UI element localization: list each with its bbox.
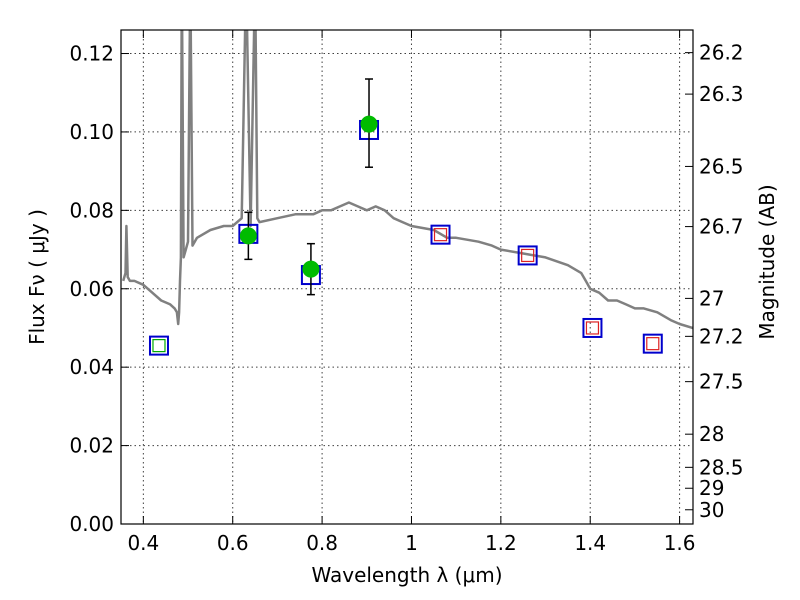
upper-limit-square	[646, 337, 660, 351]
right-y-tick-label: 26.7	[699, 215, 744, 239]
y-tick-label: 0.10	[69, 120, 114, 144]
axes: 0.4 0.6 0.8 1 1.2 1.4 1.6 0.00 0.02 0.04 0.06 0.08 0…	[69, 30, 744, 555]
model-photometry-box	[517, 245, 538, 266]
plot-area	[122, 30, 693, 356]
right-y-tick-label: 30	[699, 498, 724, 522]
right-y-axis-title: Magnitude (AB)	[755, 184, 779, 339]
right-y-tick-label: 28.5	[699, 455, 744, 479]
right-y-tick-label: 29	[699, 476, 724, 500]
x-tick-label: 0.6	[217, 531, 249, 555]
y-tick-label: 0.06	[69, 277, 114, 301]
observed-flux-point	[360, 115, 378, 133]
y-tick-label: 0.08	[69, 198, 114, 222]
model-photometry-box	[430, 224, 451, 245]
observed-flux-point	[239, 227, 257, 245]
right-y-tick-label: 26.3	[699, 82, 744, 106]
x-tick-label: 0.8	[306, 531, 338, 555]
y-tick-label: 0.04	[69, 355, 114, 379]
x-tick-label: 1	[405, 531, 418, 555]
model-photometry-box	[148, 335, 169, 356]
upper-limit-square	[521, 248, 535, 263]
right-y-tick-label: 26.2	[699, 41, 744, 65]
x-tick-label: 1.6	[664, 531, 696, 555]
right-y-tick-label: 27	[699, 286, 724, 310]
model-photometry-box	[642, 333, 663, 354]
y-axis-title: Flux Fν ( μJy )	[25, 209, 49, 345]
plot-frame	[120, 29, 694, 525]
right-y-tick-label: 27.5	[699, 370, 744, 394]
y-tick-label: 0.00	[69, 512, 114, 536]
x-tick-label: 0.4	[127, 531, 159, 555]
right-y-tick-label: 27.2	[699, 324, 744, 348]
model-photometry-box	[582, 317, 603, 338]
upper-limit-square	[152, 339, 166, 353]
observed-flux-point	[302, 260, 320, 278]
model-spectrum-line	[122, 30, 693, 330]
y-tick-label: 0.12	[69, 42, 114, 66]
right-y-tick-label: 26.5	[699, 154, 744, 178]
markers	[148, 78, 663, 356]
upper-limit-square	[433, 228, 448, 242]
right-y-tick-label: 28	[699, 422, 724, 446]
y-tick-label: 0.02	[69, 434, 114, 458]
upper-limit-square	[585, 321, 600, 335]
x-tick-label: 1.2	[485, 531, 517, 555]
grid	[121, 30, 693, 525]
x-axis-title: Wavelength λ (μm)	[311, 563, 502, 587]
x-tick-label: 1.4	[574, 531, 606, 555]
